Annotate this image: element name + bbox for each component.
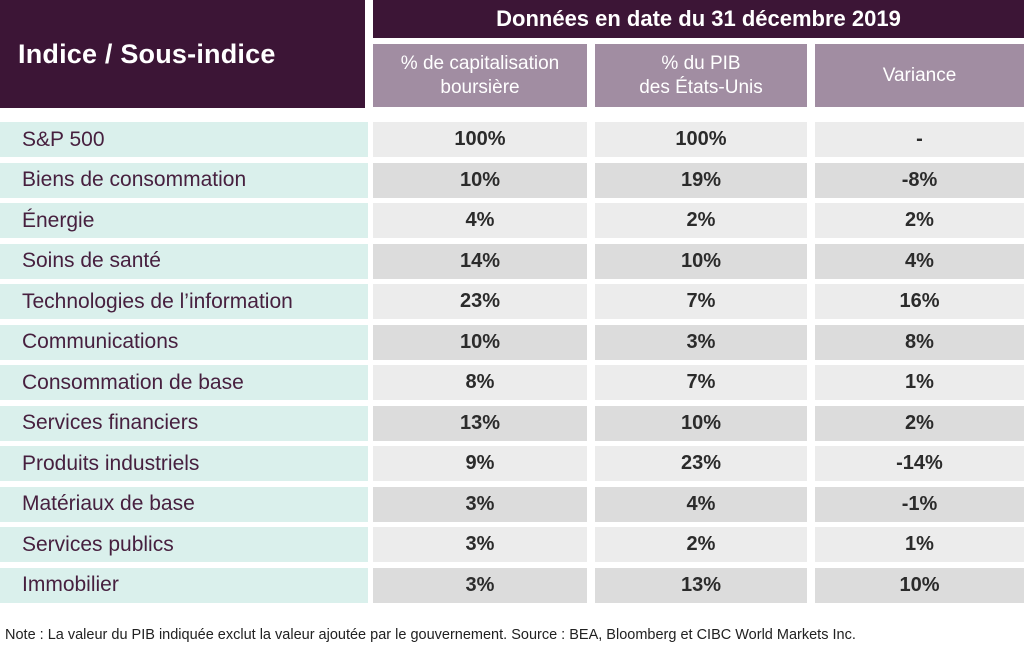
cell-pib: 10% xyxy=(595,405,807,441)
cell-pib: 7% xyxy=(595,365,807,400)
column-header-line: Variance xyxy=(882,64,957,86)
table-row: Immobilier 3% 13% 10% xyxy=(0,567,1024,603)
row-label: Matériaux de base xyxy=(0,486,368,522)
cell-variance: -14% xyxy=(815,446,1024,481)
cell-capitalisation: 100% xyxy=(373,122,587,157)
cell-pib: 7% xyxy=(595,284,807,319)
cell-pib: 10% xyxy=(595,243,807,279)
cell-pib: 4% xyxy=(595,486,807,522)
cell-variance: 4% xyxy=(815,243,1024,279)
row-label: Énergie xyxy=(0,203,368,238)
cell-pib: 2% xyxy=(595,203,807,238)
cell-variance: 1% xyxy=(815,527,1024,562)
cell-variance: 8% xyxy=(815,324,1024,360)
cell-variance: 2% xyxy=(815,405,1024,441)
cell-pib: 19% xyxy=(595,162,807,198)
row-label: Consommation de base xyxy=(0,365,368,400)
row-label: Biens de consommation xyxy=(0,162,368,198)
column-header-capitalisation: % de capitalisation boursière xyxy=(373,44,587,107)
column-header-line: boursière xyxy=(440,76,520,98)
cell-variance: - xyxy=(815,122,1024,157)
column-header-variance: Variance xyxy=(815,44,1024,107)
cell-pib: 23% xyxy=(595,446,807,481)
table-row: Services financiers 13% 10% 2% xyxy=(0,405,1024,441)
table-banner: Données en date du 31 décembre 2019 xyxy=(373,0,1024,38)
column-header-pib: % du PIB des États-Unis xyxy=(595,44,807,107)
cell-capitalisation: 10% xyxy=(373,324,587,360)
column-header-line: des États-Unis xyxy=(639,76,763,98)
cell-pib: 3% xyxy=(595,324,807,360)
table-row: Matériaux de base 3% 4% -1% xyxy=(0,486,1024,522)
cell-capitalisation: 23% xyxy=(373,284,587,319)
cell-variance: -1% xyxy=(815,486,1024,522)
table-row: Consommation de base 8% 7% 1% xyxy=(0,365,1024,400)
cell-capitalisation: 8% xyxy=(373,365,587,400)
column-header-line: % du PIB xyxy=(661,52,741,74)
row-label: S&P 500 xyxy=(0,122,368,157)
cell-capitalisation: 4% xyxy=(373,203,587,238)
cell-pib: 2% xyxy=(595,527,807,562)
row-label: Services financiers xyxy=(0,405,368,441)
table-row: S&P 500 100% 100% - xyxy=(0,122,1024,157)
table-row: Communications 10% 3% 8% xyxy=(0,324,1024,360)
cell-capitalisation: 9% xyxy=(373,446,587,481)
cell-capitalisation: 10% xyxy=(373,162,587,198)
row-label: Immobilier xyxy=(0,567,368,603)
cell-variance: 10% xyxy=(815,567,1024,603)
row-label: Soins de santé xyxy=(0,243,368,279)
row-header-title: Indice / Sous-indice xyxy=(0,0,365,108)
table-row: Technologies de l’information 23% 7% 16% xyxy=(0,284,1024,319)
row-label: Communications xyxy=(0,324,368,360)
table-row: Produits industriels 9% 23% -14% xyxy=(0,446,1024,481)
row-label: Technologies de l’information xyxy=(0,284,368,319)
cell-variance: -8% xyxy=(815,162,1024,198)
table-row: Biens de consommation 10% 19% -8% xyxy=(0,162,1024,198)
row-label: Services publics xyxy=(0,527,368,562)
cell-capitalisation: 3% xyxy=(373,527,587,562)
cell-variance: 2% xyxy=(815,203,1024,238)
cell-capitalisation: 3% xyxy=(373,567,587,603)
cell-variance: 1% xyxy=(815,365,1024,400)
table-row: Énergie 4% 2% 2% xyxy=(0,203,1024,238)
row-header-title-text: Indice / Sous-indice xyxy=(18,38,276,69)
banner-text: Données en date du 31 décembre 2019 xyxy=(496,6,901,31)
row-label: Produits industriels xyxy=(0,446,368,481)
column-header-line: % de capitalisation xyxy=(400,52,560,74)
cell-variance: 16% xyxy=(815,284,1024,319)
cell-capitalisation: 3% xyxy=(373,486,587,522)
cell-capitalisation: 14% xyxy=(373,243,587,279)
cell-capitalisation: 13% xyxy=(373,405,587,441)
footnote: Note : La valeur du PIB indiquée exclut … xyxy=(5,627,856,643)
cell-pib: 100% xyxy=(595,122,807,157)
table-body: S&P 500 100% 100% - Biens de consommation 10%… xyxy=(0,122,1024,608)
cell-pib: 13% xyxy=(595,567,807,603)
table-row: Services publics 3% 2% 1% xyxy=(0,527,1024,562)
table-row: Soins de santé 14% 10% 4% xyxy=(0,243,1024,279)
